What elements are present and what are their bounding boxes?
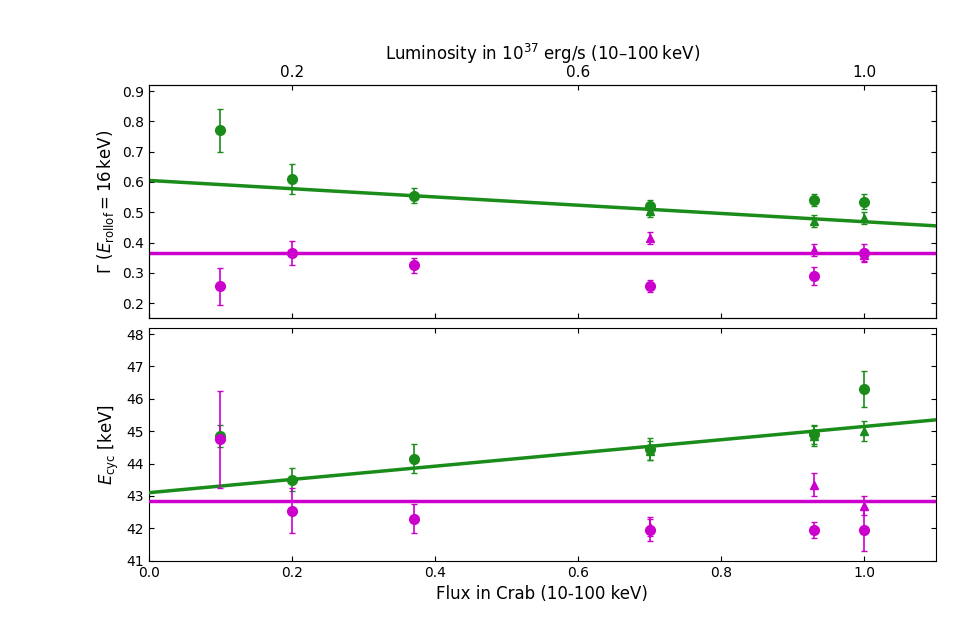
X-axis label: Luminosity in $10^{37}$ erg/s (10–100 keV): Luminosity in $10^{37}$ erg/s (10–100 ke… bbox=[385, 42, 700, 66]
X-axis label: Flux in Crab (10-100 keV): Flux in Crab (10-100 keV) bbox=[437, 585, 648, 603]
Y-axis label: $E_\mathrm{cyc}$ [keV]: $E_\mathrm{cyc}$ [keV] bbox=[97, 404, 121, 484]
Y-axis label: $\Gamma$ ($E_\mathrm{rollof} = 16\,\mathrm{keV}$): $\Gamma$ ($E_\mathrm{rollof} = 16\,\math… bbox=[95, 130, 116, 273]
